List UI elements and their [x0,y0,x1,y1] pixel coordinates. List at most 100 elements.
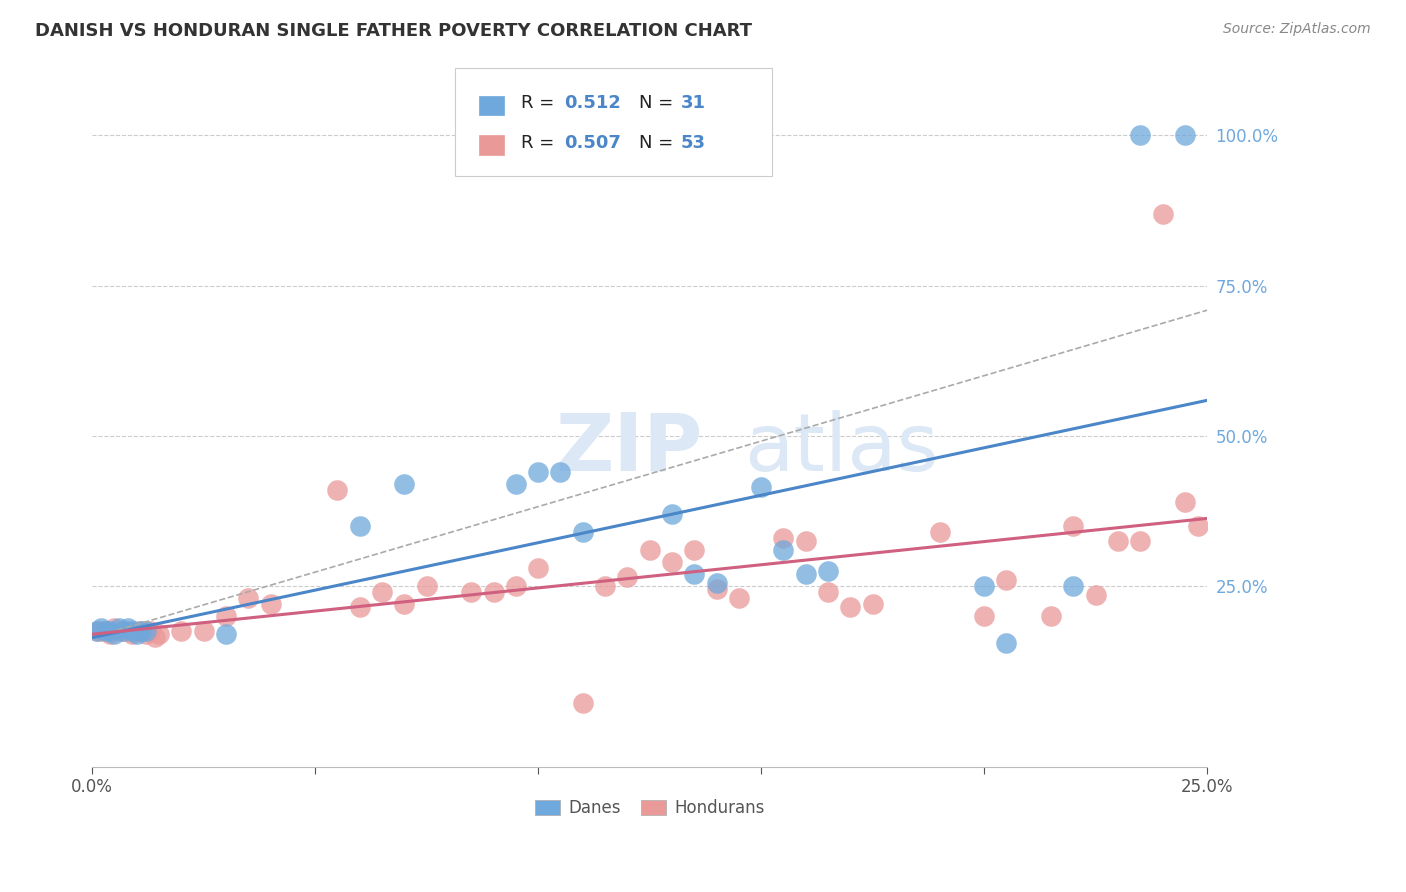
Point [121,624,143,639]
Point [193,624,215,639]
Point [129,624,152,639]
Point [215,627,238,641]
Point [794,567,817,582]
Point [117,624,139,639]
Text: N =: N = [638,134,679,153]
Point [326,483,349,497]
Point [108,621,131,635]
Point [117,621,139,635]
Point [571,525,593,540]
Point [593,579,616,593]
Point [394,477,416,491]
Point [1129,128,1152,143]
FancyBboxPatch shape [454,69,772,176]
Text: DANISH VS HONDURAN SINGLE FATHER POVERTY CORRELATION CHART: DANISH VS HONDURAN SINGLE FATHER POVERTY… [35,22,752,40]
Text: R =: R = [522,134,561,153]
Point [170,624,193,639]
Point [817,585,839,599]
Point [1107,534,1129,549]
Point [1187,519,1209,533]
Point [90,621,112,635]
Point [616,570,638,584]
Point [571,697,593,711]
Point [86,624,108,639]
Point [505,477,527,491]
Point [135,624,157,639]
Point [98,624,121,639]
Point [749,480,772,494]
Point [135,627,157,641]
Point [550,465,572,479]
Point [94,624,117,639]
Point [139,624,162,639]
Point [1062,519,1084,533]
Point [94,624,117,639]
Text: atlas: atlas [744,409,939,488]
Text: 53: 53 [681,134,706,153]
Point [371,585,394,599]
Point [415,579,437,593]
Text: R =: R = [522,94,561,112]
Point [683,567,706,582]
FancyBboxPatch shape [479,95,503,115]
Point [527,561,550,575]
Point [1084,588,1107,602]
Text: ZIP: ZIP [555,409,702,488]
Point [259,597,281,611]
Point [794,534,817,549]
Point [638,543,661,558]
Point [121,627,143,641]
Point [460,585,482,599]
Point [995,574,1018,588]
Point [112,624,135,639]
Text: 0.507: 0.507 [564,134,620,153]
Point [1174,495,1197,509]
Point [505,579,527,593]
Point [148,627,170,641]
Point [661,507,683,521]
Point [527,465,550,479]
Point [772,531,794,545]
Point [1152,206,1174,220]
Point [112,624,135,639]
Point [1174,128,1197,143]
Point [86,624,108,639]
Text: 31: 31 [681,94,706,112]
Point [1129,534,1152,549]
FancyBboxPatch shape [479,135,503,155]
Text: 0.512: 0.512 [564,94,620,112]
Point [394,597,416,611]
Point [973,579,995,593]
Point [103,627,125,641]
Point [108,624,131,639]
Point [862,597,884,611]
Point [1040,609,1063,624]
Point [90,624,112,639]
Point [817,564,839,578]
Point [995,636,1018,650]
Point [125,627,148,641]
Point [928,525,950,540]
Legend: Danes, Hondurans: Danes, Hondurans [529,793,770,824]
Point [215,609,238,624]
Point [683,543,706,558]
Point [125,624,148,639]
Point [103,621,125,635]
Point [143,631,166,645]
Point [349,600,371,615]
Point [839,600,862,615]
Point [772,543,794,558]
Point [973,609,995,624]
Text: N =: N = [638,94,679,112]
Point [482,585,505,599]
Point [129,624,152,639]
Point [728,591,751,606]
Text: Source: ZipAtlas.com: Source: ZipAtlas.com [1223,22,1371,37]
Point [238,591,260,606]
Point [706,576,728,591]
Point [661,555,683,569]
Point [349,519,371,533]
Point [1062,579,1084,593]
Point [98,627,121,641]
Point [706,582,728,597]
